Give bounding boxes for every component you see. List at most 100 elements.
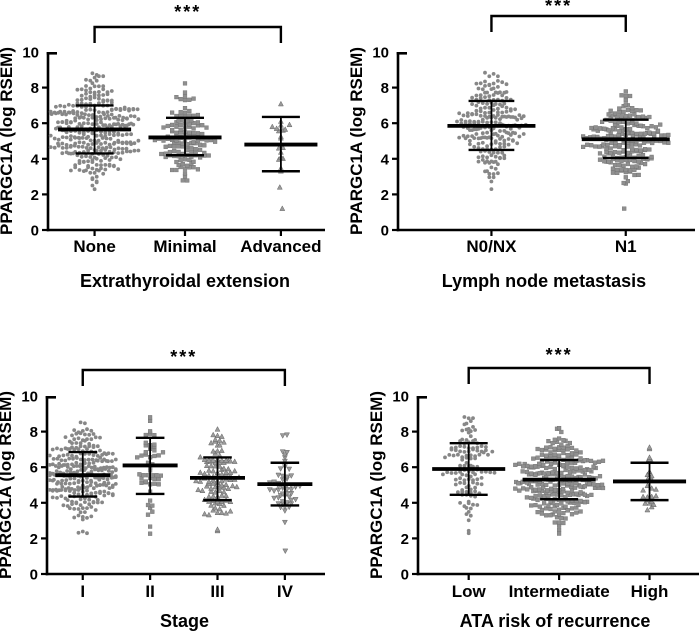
data-point xyxy=(647,130,652,135)
data-point xyxy=(231,458,238,464)
data-point xyxy=(578,484,583,489)
data-point xyxy=(468,119,472,124)
data-point xyxy=(605,142,610,147)
data-point xyxy=(589,492,594,497)
data-point xyxy=(90,142,95,146)
data-point xyxy=(634,147,639,153)
data-point xyxy=(471,416,475,420)
data-point xyxy=(147,531,153,536)
data-point xyxy=(89,437,94,442)
data-point xyxy=(645,125,650,131)
data-point xyxy=(464,421,469,426)
data-point xyxy=(90,176,95,181)
significance-bracket: *** xyxy=(81,347,287,386)
data-point xyxy=(176,118,181,123)
data-point xyxy=(91,453,96,457)
data-point xyxy=(160,450,166,455)
data-point xyxy=(281,519,288,526)
data-point xyxy=(84,96,88,101)
data-point xyxy=(85,488,89,493)
data-point xyxy=(284,450,290,456)
data-point xyxy=(610,126,615,131)
data-point xyxy=(457,135,462,140)
data-point xyxy=(124,132,129,137)
data-point xyxy=(608,130,613,135)
data-point xyxy=(548,445,553,450)
data-point xyxy=(51,488,55,492)
y-axis: 0 2 4 6 8 10 xyxy=(372,45,407,240)
data-point xyxy=(210,457,217,463)
data-point xyxy=(496,110,500,115)
data-point xyxy=(83,461,87,466)
data-point xyxy=(502,141,507,146)
data-point xyxy=(485,120,489,125)
y-axis: 0 2 4 6 8 10 xyxy=(22,45,57,240)
data-point xyxy=(114,107,118,111)
x-axis-title: Stage xyxy=(160,611,209,631)
data-point xyxy=(101,171,106,176)
data-point xyxy=(112,122,116,127)
data-point xyxy=(464,473,469,478)
data-point xyxy=(491,108,496,112)
data-point xyxy=(483,70,487,75)
data-point xyxy=(86,148,90,153)
data-point xyxy=(65,469,69,473)
data-point xyxy=(640,114,646,119)
data-point xyxy=(479,482,484,487)
data-point xyxy=(116,146,121,151)
data-point xyxy=(87,497,92,502)
x-axis-title: ATA risk of recurrence xyxy=(460,611,651,631)
data-point xyxy=(75,469,80,474)
data-point xyxy=(504,82,509,87)
data-point xyxy=(288,473,295,479)
data-point xyxy=(84,91,88,96)
data-point xyxy=(185,163,190,168)
data-point xyxy=(62,109,67,114)
data-point xyxy=(666,132,671,137)
data-point xyxy=(116,140,121,145)
category-label: Intermediate xyxy=(509,582,610,601)
data-point xyxy=(484,448,488,453)
data-point xyxy=(502,90,507,95)
data-point xyxy=(212,504,219,511)
data-point xyxy=(94,118,99,122)
data-point xyxy=(98,448,102,453)
data-point xyxy=(76,144,81,149)
data-point xyxy=(172,144,177,149)
data-point xyxy=(216,463,223,469)
data-point xyxy=(103,123,108,127)
data-point xyxy=(137,472,142,477)
data-point xyxy=(176,144,181,149)
data-point xyxy=(75,110,80,114)
data-point xyxy=(462,463,467,468)
data-point xyxy=(506,137,511,141)
data-point xyxy=(167,150,172,155)
data-point xyxy=(610,166,615,171)
data-point xyxy=(617,142,622,148)
data-point xyxy=(89,505,94,509)
data-point xyxy=(120,150,125,155)
data-point xyxy=(636,114,641,120)
data-point xyxy=(143,432,148,438)
y-tick-label: 2 xyxy=(31,187,39,204)
data-point xyxy=(182,90,188,95)
data-point xyxy=(79,115,84,119)
data-point xyxy=(513,486,518,491)
data-point xyxy=(544,482,549,487)
data-point xyxy=(223,481,230,487)
data-point xyxy=(93,490,98,495)
data-point xyxy=(599,482,605,487)
data-point xyxy=(60,135,65,140)
data-point xyxy=(496,171,500,176)
data-point xyxy=(73,135,78,140)
data-point xyxy=(58,109,63,114)
data-point xyxy=(489,153,494,158)
data-point xyxy=(86,164,90,168)
data-point xyxy=(582,472,587,477)
data-point xyxy=(464,461,469,465)
data-point xyxy=(496,162,500,167)
data-point xyxy=(612,149,618,155)
data-point xyxy=(574,491,579,496)
data-point xyxy=(102,457,106,462)
